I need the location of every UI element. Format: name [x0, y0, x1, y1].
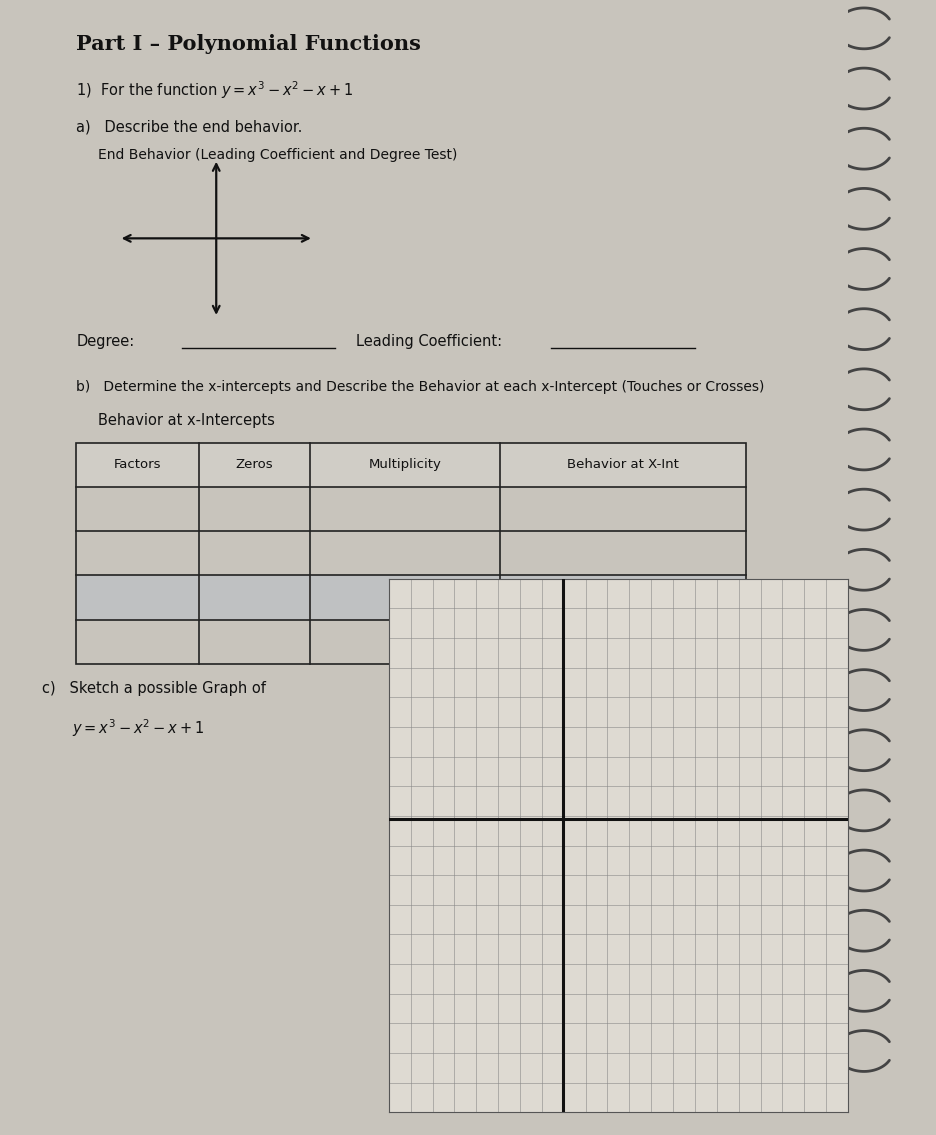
Text: Leading Coefficient:: Leading Coefficient: — [356, 334, 502, 348]
Text: Behavior at x-Intercepts: Behavior at x-Intercepts — [97, 413, 274, 428]
Bar — [76, 443, 745, 664]
Text: Zeros: Zeros — [235, 459, 273, 471]
Text: b)   Determine the x-intercepts and Describe the Behavior at each x-Intercept (T: b) Determine the x-intercepts and Descri… — [76, 380, 764, 394]
Text: End Behavior (Leading Coefficient and Degree Test): End Behavior (Leading Coefficient and De… — [97, 148, 457, 161]
Text: Factors: Factors — [114, 459, 161, 471]
Bar — [76, 443, 745, 487]
Text: $y = x^3 - x^2 - x + 1$: $y = x^3 - x^2 - x + 1$ — [72, 717, 204, 739]
Text: c)   Sketch a possible Graph of: c) Sketch a possible Graph of — [42, 681, 266, 696]
Text: a)   Describe the end behavior.: a) Describe the end behavior. — [76, 119, 302, 134]
Text: 1)  For the function $y = x^3 - x^2 - x + 1$: 1) For the function $y = x^3 - x^2 - x +… — [76, 79, 353, 101]
Text: Behavior at X-Int: Behavior at X-Int — [566, 459, 679, 471]
Bar — [76, 575, 745, 620]
Text: Part I – Polynomial Functions: Part I – Polynomial Functions — [76, 34, 421, 54]
Text: Degree:: Degree: — [76, 334, 135, 348]
Text: Multiplicity: Multiplicity — [368, 459, 441, 471]
